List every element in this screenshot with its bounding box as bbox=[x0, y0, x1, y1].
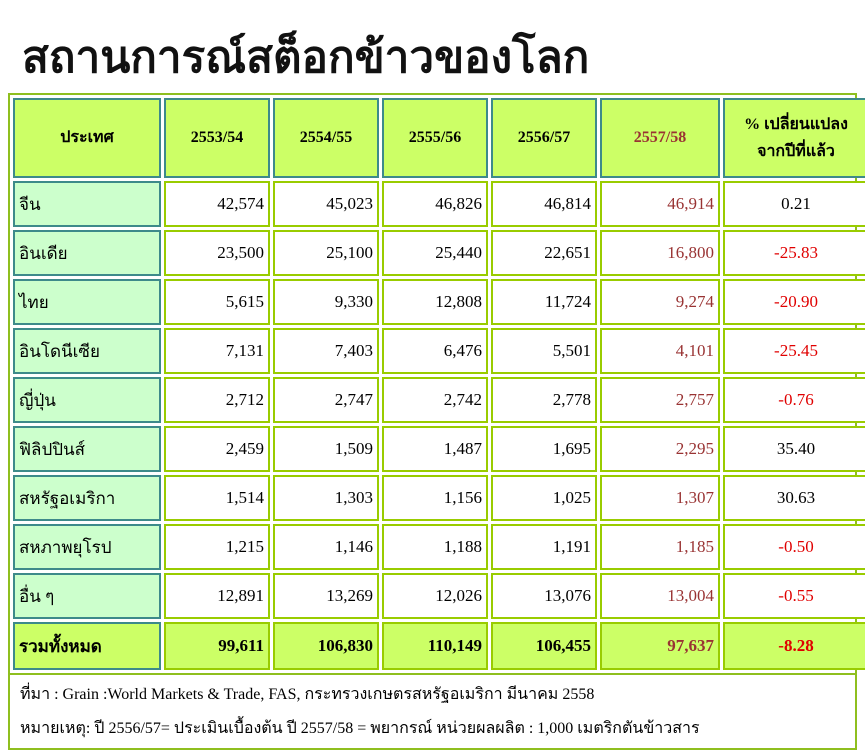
country-cell: อื่น ๆ bbox=[13, 573, 161, 619]
header-row: ประเทศ 2553/54 2554/55 2555/56 2556/57 2557/5… bbox=[13, 98, 865, 178]
value-cell: 1,303 bbox=[273, 475, 379, 521]
value-cell: 13,076 bbox=[491, 573, 597, 619]
value-cell: -20.90 bbox=[723, 279, 865, 325]
value-cell: 6,476 bbox=[382, 328, 488, 374]
value-cell: 46,814 bbox=[491, 181, 597, 227]
value-cell: 106,830 bbox=[273, 622, 379, 670]
value-cell: 0.21 bbox=[723, 181, 865, 227]
value-cell: 1,191 bbox=[491, 524, 597, 570]
data-row: อินเดีย 23,500 25,100 25,440 22,651 16,800 -25… bbox=[13, 230, 865, 276]
value-cell: 4,101 bbox=[600, 328, 720, 374]
value-cell: 12,026 bbox=[382, 573, 488, 619]
value-cell: -0.50 bbox=[723, 524, 865, 570]
value-cell: 1,215 bbox=[164, 524, 270, 570]
header-cell: 2556/57 bbox=[491, 98, 597, 178]
value-cell: 22,651 bbox=[491, 230, 597, 276]
header-cell: % เปลี่ยนแปลง จากปีที่แล้ว bbox=[723, 98, 865, 178]
value-cell: 2,712 bbox=[164, 377, 270, 423]
country-cell: ฟิลิปปินส์ bbox=[13, 426, 161, 472]
value-cell: 42,574 bbox=[164, 181, 270, 227]
value-cell: 9,330 bbox=[273, 279, 379, 325]
country-cell: ญี่ปุ่น bbox=[13, 377, 161, 423]
header-cell: 2555/56 bbox=[382, 98, 488, 178]
data-row: สหรัฐอเมริกา 1,514 1,303 1,156 1,025 1,307 30.… bbox=[13, 475, 865, 521]
value-cell: 30.63 bbox=[723, 475, 865, 521]
footer: ที่มา : Grain :World Markets & Trade, FA… bbox=[8, 672, 857, 750]
value-cell: 1,695 bbox=[491, 426, 597, 472]
source: ที่มา : Grain :World Markets & Trade, FA… bbox=[20, 686, 595, 703]
value-cell: 2,757 bbox=[600, 377, 720, 423]
value-cell: 1,188 bbox=[382, 524, 488, 570]
value-cell: 7,403 bbox=[273, 328, 379, 374]
value-cell: 110,149 bbox=[382, 622, 488, 670]
data-row: อินโดนีเซีย 7,131 7,403 6,476 5,501 4,101 -25.… bbox=[13, 328, 865, 374]
header-cell: 2553/54 bbox=[164, 98, 270, 178]
data-row: ฟิลิปปินส์ 2,459 1,509 1,487 1,695 2,295 35.40 bbox=[13, 426, 865, 472]
value-cell: 1,514 bbox=[164, 475, 270, 521]
table-body: จีน 42,574 45,023 46,826 46,814 46,914 0.21 อิน… bbox=[13, 181, 865, 670]
value-cell: 2,747 bbox=[273, 377, 379, 423]
value-cell: 46,914 bbox=[600, 181, 720, 227]
value-cell: 2,459 bbox=[164, 426, 270, 472]
stock-table: ประเทศ 2553/54 2554/55 2555/56 2556/57 2557/5… bbox=[10, 95, 865, 673]
value-cell: 45,023 bbox=[273, 181, 379, 227]
value-cell: 1,307 bbox=[600, 475, 720, 521]
value-cell: 2,778 bbox=[491, 377, 597, 423]
country-cell: รวมทั้งหมด bbox=[13, 622, 161, 670]
value-cell: 1,185 bbox=[600, 524, 720, 570]
table-frame: ประเทศ 2553/54 2554/55 2555/56 2556/57 2557/5… bbox=[8, 93, 865, 675]
value-cell: 13,269 bbox=[273, 573, 379, 619]
country-cell: อินโดนีเซีย bbox=[13, 328, 161, 374]
value-cell: 97,637 bbox=[600, 622, 720, 670]
value-cell: 1,487 bbox=[382, 426, 488, 472]
country-cell: จีน bbox=[13, 181, 161, 227]
value-cell: 46,826 bbox=[382, 181, 488, 227]
country-cell: อินเดีย bbox=[13, 230, 161, 276]
value-cell: 1,025 bbox=[491, 475, 597, 521]
value-cell: 23,500 bbox=[164, 230, 270, 276]
data-row: ไทย 5,615 9,330 12,808 11,724 9,274 -20.90 bbox=[13, 279, 865, 325]
data-row: สหภาพยุโรป 1,215 1,146 1,188 1,191 1,185 -0.50 bbox=[13, 524, 865, 570]
value-cell: 11,724 bbox=[491, 279, 597, 325]
value-cell: 1,146 bbox=[273, 524, 379, 570]
data-row: ญี่ปุ่น 2,712 2,747 2,742 2,778 2,757 -0.76 bbox=[13, 377, 865, 423]
value-cell: 2,742 bbox=[382, 377, 488, 423]
value-cell: 1,156 bbox=[382, 475, 488, 521]
value-cell: 13,004 bbox=[600, 573, 720, 619]
value-cell: 12,891 bbox=[164, 573, 270, 619]
value-cell: 25,440 bbox=[382, 230, 488, 276]
value-cell: -0.55 bbox=[723, 573, 865, 619]
value-cell: 12,808 bbox=[382, 279, 488, 325]
country-cell: สหภาพยุโรป bbox=[13, 524, 161, 570]
country-cell: สหรัฐอเมริกา bbox=[13, 475, 161, 521]
value-cell: 2,295 bbox=[600, 426, 720, 472]
value-cell: 5,501 bbox=[491, 328, 597, 374]
note: หมายเหตุ: ปี 2556/57= ประเมินเบื้องต้น ป… bbox=[20, 720, 700, 737]
value-cell: 99,611 bbox=[164, 622, 270, 670]
value-cell: 1,509 bbox=[273, 426, 379, 472]
value-cell: -25.45 bbox=[723, 328, 865, 374]
value-cell: -8.28 bbox=[723, 622, 865, 670]
title: สถานการณ์สต็อกข้าวของโลก bbox=[22, 33, 590, 82]
value-cell: 7,131 bbox=[164, 328, 270, 374]
value-cell: 9,274 bbox=[600, 279, 720, 325]
value-cell: 25,100 bbox=[273, 230, 379, 276]
value-cell: 35.40 bbox=[723, 426, 865, 472]
total-row: รวมทั้งหมด 99,611 106,830 110,149 106,455 97,… bbox=[13, 622, 865, 670]
value-cell: 16,800 bbox=[600, 230, 720, 276]
value-cell: -0.76 bbox=[723, 377, 865, 423]
header-cell: 2554/55 bbox=[273, 98, 379, 178]
value-cell: 5,615 bbox=[164, 279, 270, 325]
country-cell: ไทย bbox=[13, 279, 161, 325]
header-cell: 2557/58 bbox=[600, 98, 720, 178]
value-cell: 106,455 bbox=[491, 622, 597, 670]
data-row: จีน 42,574 45,023 46,826 46,814 46,914 0.21 bbox=[13, 181, 865, 227]
value-cell: -25.83 bbox=[723, 230, 865, 276]
header-cell: ประเทศ bbox=[13, 98, 161, 178]
data-row: อื่น ๆ 12,891 13,269 12,026 13,076 13,004 -0.5… bbox=[13, 573, 865, 619]
